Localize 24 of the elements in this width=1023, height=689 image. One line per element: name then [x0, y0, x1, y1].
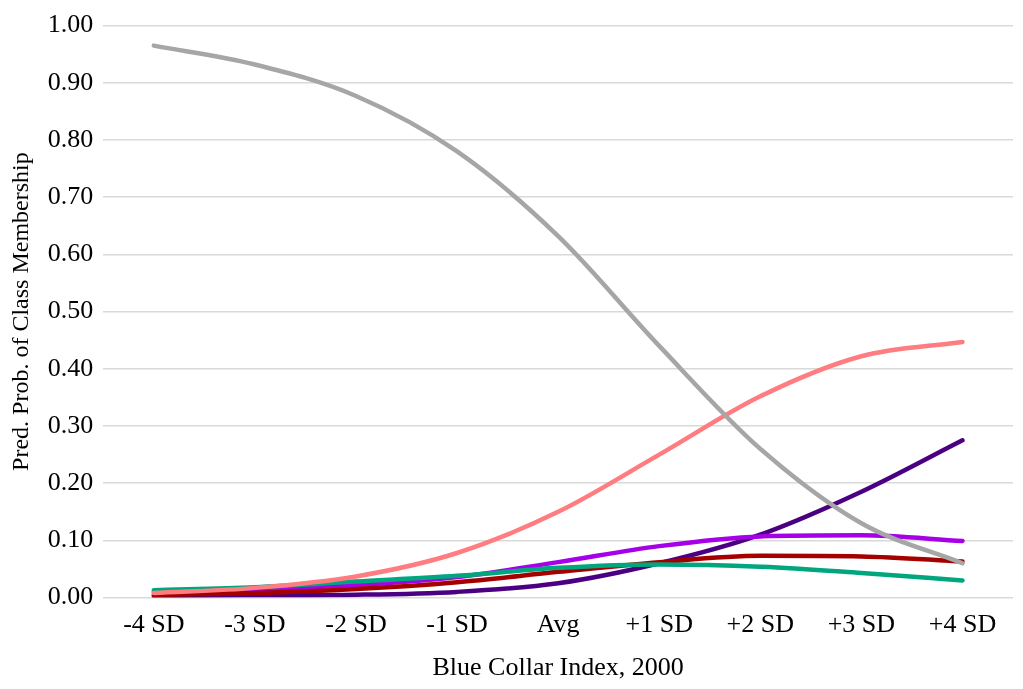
line-series	[151, 43, 965, 566]
x-tick-label: -3 SD	[224, 609, 286, 639]
x-axis-title: Blue Collar Index, 2000	[432, 652, 684, 682]
y-tick-label: 0.10	[47, 524, 94, 554]
y-tick-label: 0.00	[47, 581, 94, 611]
line-series	[151, 339, 965, 596]
y-tick-label: 1.00	[47, 9, 94, 39]
y-tick-label: 0.20	[47, 467, 94, 497]
y-tick-label: 0.70	[47, 181, 94, 211]
y-axis-title: Pred. Prob. of Class Membership	[6, 152, 33, 471]
x-tick-label: -4 SD	[123, 609, 185, 639]
x-tick-label: +1 SD	[625, 609, 693, 639]
x-tick-label: +4 SD	[928, 609, 997, 639]
y-tick-label: 0.90	[47, 66, 94, 96]
y-tick-label: 0.50	[47, 295, 94, 325]
x-tick-label: -2 SD	[325, 609, 387, 639]
x-tick-label: Avg	[536, 609, 580, 639]
y-tick-label: 0.60	[47, 238, 94, 268]
x-tick-label: +2 SD	[726, 609, 795, 639]
x-tick-label: +3 SD	[827, 609, 896, 639]
y-tick-label: 0.30	[47, 409, 94, 439]
x-tick-label: -1 SD	[426, 609, 488, 639]
y-tick-label: 0.80	[47, 123, 94, 153]
y-tick-label: 0.40	[47, 352, 94, 382]
